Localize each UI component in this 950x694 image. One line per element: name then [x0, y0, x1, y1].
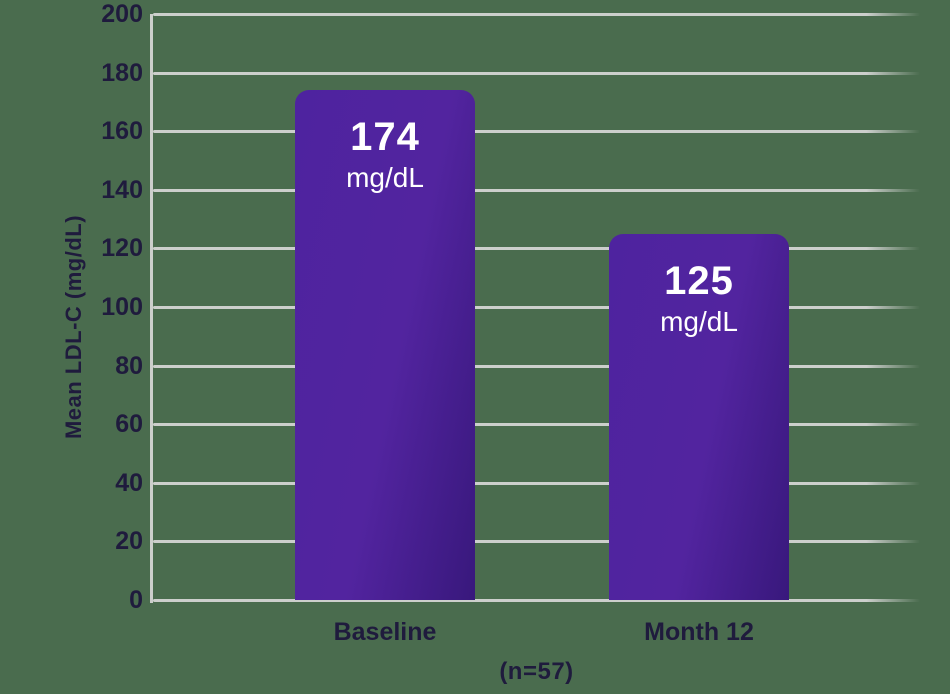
y-axis-line: [150, 14, 153, 603]
y-tick-label: 0: [129, 586, 143, 614]
x-axis-title: (n=57): [499, 658, 574, 685]
gridline: [153, 481, 920, 485]
gridline: [153, 130, 920, 134]
gridline: [153, 364, 920, 368]
bar-value-label: 174: [350, 115, 420, 160]
gridline: [153, 188, 920, 192]
bar-unit-label: mg/dL: [660, 305, 738, 337]
y-tick-label: 60: [115, 410, 143, 439]
y-tick-label: 160: [101, 117, 143, 146]
gridline: [153, 306, 920, 309]
y-tick-label: 120: [101, 234, 143, 263]
gridline: [153, 540, 920, 544]
y-tick-label: 80: [115, 351, 143, 380]
bar-month-12: 125 mg/dL: [609, 233, 789, 600]
y-tick-label: 140: [101, 175, 143, 204]
gridline: [153, 71, 920, 75]
y-tick-label: 40: [115, 468, 143, 497]
plot-area: 174 mg/dL 125 mg/dL: [150, 13, 920, 603]
y-tick-label: 180: [101, 58, 143, 87]
bar-unit-label: mg/dL: [346, 162, 424, 194]
gridline: [153, 599, 920, 602]
y-tick-label: 20: [115, 527, 143, 556]
gridline: [153, 13, 920, 16]
bar-value-label: 125: [664, 258, 734, 303]
y-tick-label: 200: [101, 0, 143, 28]
bar-baseline: 174 mg/dL: [295, 90, 475, 600]
gridline: [153, 247, 920, 251]
gridline: [153, 423, 920, 427]
x-tick-label: Month 12: [644, 618, 754, 646]
y-tick-label: 100: [101, 293, 143, 321]
x-tick-label: Baseline: [333, 618, 437, 646]
